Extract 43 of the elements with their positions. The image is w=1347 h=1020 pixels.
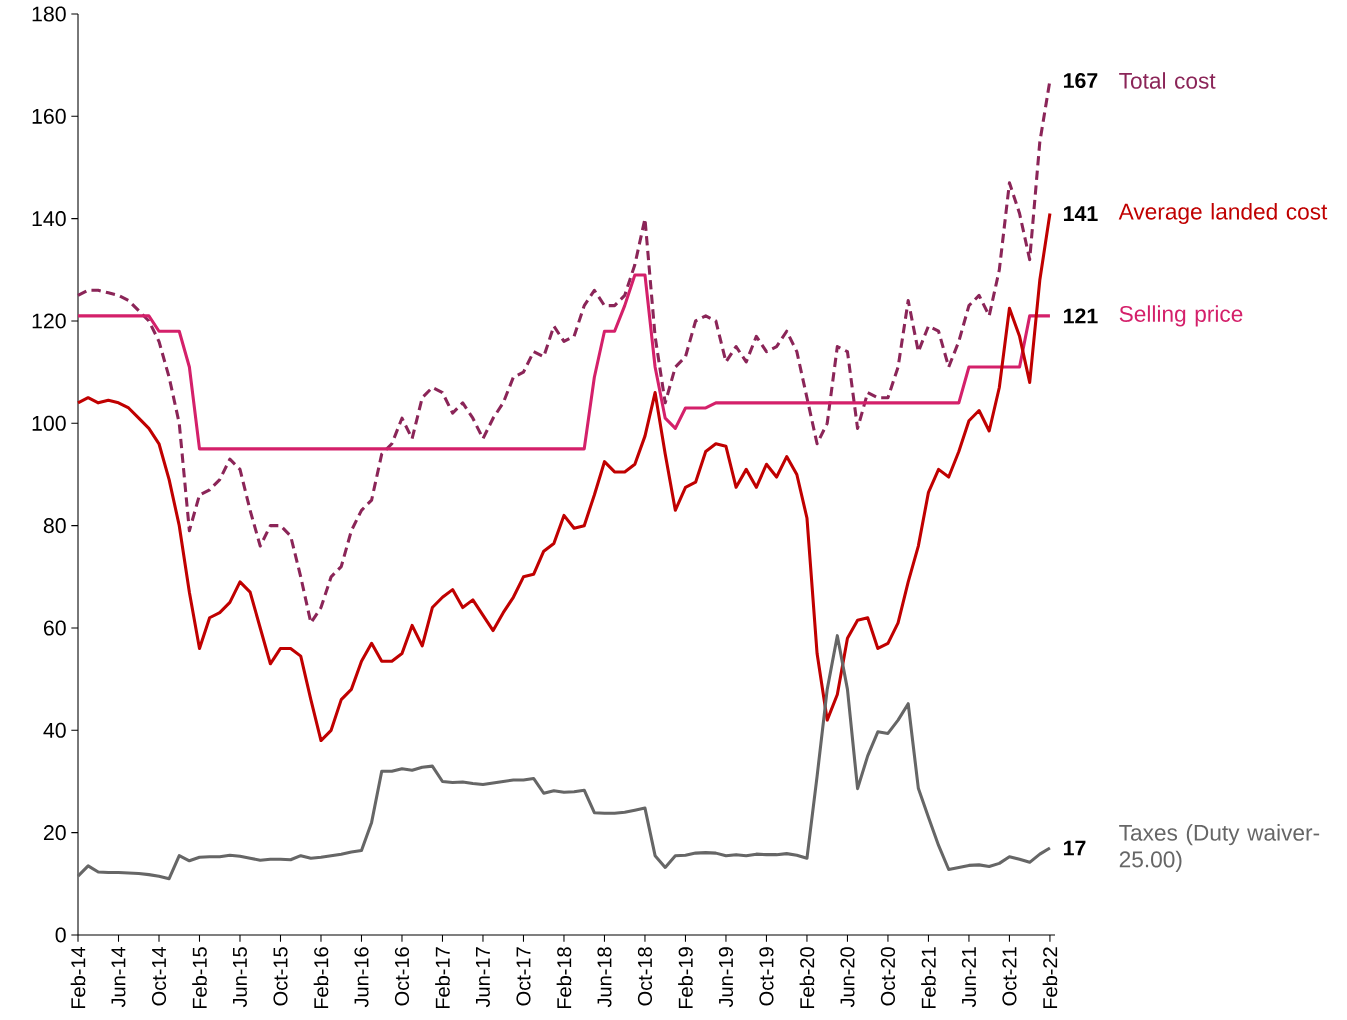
y-tick-label: 0 [55, 927, 66, 943]
x-tick-label: Oct-19 [759, 947, 774, 1006]
x-tick-label: Feb-18 [556, 947, 572, 1009]
x-tick-label: Jun-21 [961, 947, 977, 1008]
y-tick-label: 120 [32, 313, 66, 329]
x-tick-label: Jun-19 [718, 947, 734, 1008]
x-tick-label: Feb-21 [921, 947, 936, 1009]
y-tick-label: 180 [32, 6, 66, 22]
x-tick-label: Oct-20 [880, 947, 896, 1006]
x-tick-label: Oct-15 [273, 947, 288, 1006]
x-tick-label: Feb-14 [70, 946, 86, 1009]
x-tick-label: Oct-16 [394, 947, 410, 1006]
x-tick-label: Feb-15 [192, 947, 207, 1009]
y-tick-label: 100 [32, 415, 66, 431]
x-tick-label: Feb-16 [313, 947, 329, 1009]
x-tick-label: Oct-21 [1002, 947, 1017, 1006]
x-tick-label: Jun-16 [354, 947, 369, 1008]
text: Taxes (Duty waiver-25.00) [1119, 824, 1320, 872]
y-tick-label: 160 [32, 108, 66, 124]
text: Average landed cost [1118, 202, 1328, 225]
x-tick-label: Feb-22 [1042, 947, 1058, 1009]
x-tick-label: Feb-20 [799, 947, 815, 1009]
annotation: 17 [1063, 840, 1086, 856]
x-tick-label: Feb-17 [435, 947, 450, 1009]
annotation: 167 [1063, 72, 1098, 89]
x-tick-label: Jun-20 [840, 947, 855, 1008]
x-tick-label: Oct-17 [516, 947, 531, 1006]
annotation: 121 [1063, 308, 1098, 324]
y-tick-label: 140 [32, 211, 66, 227]
x-tick-label: Jun-15 [233, 947, 247, 1008]
y-tick-label: 60 [43, 620, 66, 636]
y-tick-label: 20 [43, 825, 66, 841]
x-tick-label: Oct-18 [637, 947, 653, 1006]
x-tick-label: Feb-19 [678, 947, 693, 1009]
y-tick-label: 40 [43, 722, 66, 738]
x-tick-label: Jun-18 [597, 947, 612, 1008]
x-tick-label: Jun-14 [111, 946, 126, 1008]
x-tick-label: Jun-17 [476, 947, 490, 1008]
y-tick-label: 80 [43, 518, 66, 534]
text: Total cost [1119, 72, 1216, 89]
text: Selling price [1119, 305, 1243, 327]
annotation: 141 [1063, 206, 1098, 221]
x-tick-label: Oct-14 [151, 946, 167, 1006]
